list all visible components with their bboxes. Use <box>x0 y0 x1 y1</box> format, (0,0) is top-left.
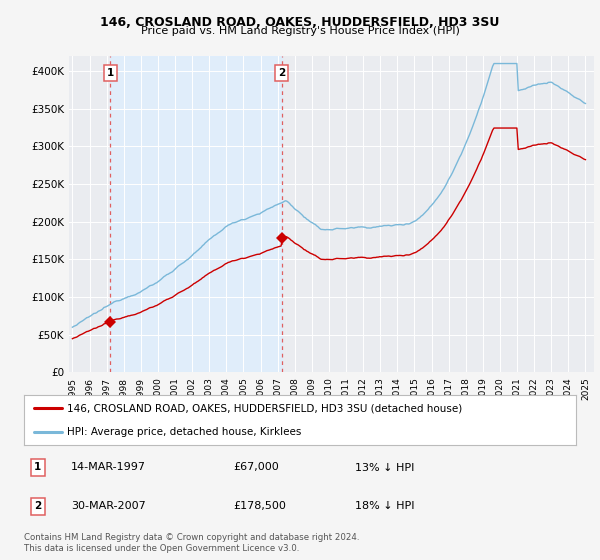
Text: 2: 2 <box>278 68 286 78</box>
Text: HPI: Average price, detached house, Kirklees: HPI: Average price, detached house, Kirk… <box>67 427 301 437</box>
Text: 2: 2 <box>34 501 41 511</box>
Bar <box>110 56 282 372</box>
Text: 13% ↓ HPI: 13% ↓ HPI <box>355 463 415 473</box>
Text: 14-MAR-1997: 14-MAR-1997 <box>71 463 146 473</box>
Text: 1: 1 <box>34 463 41 473</box>
Text: 1: 1 <box>106 68 113 78</box>
Text: 30-MAR-2007: 30-MAR-2007 <box>71 501 146 511</box>
Text: Price paid vs. HM Land Registry's House Price Index (HPI): Price paid vs. HM Land Registry's House … <box>140 26 460 36</box>
Text: Contains HM Land Registry data © Crown copyright and database right 2024.
This d: Contains HM Land Registry data © Crown c… <box>24 533 359 553</box>
Text: £67,000: £67,000 <box>234 463 280 473</box>
Text: 146, CROSLAND ROAD, OAKES, HUDDERSFIELD, HD3 3SU: 146, CROSLAND ROAD, OAKES, HUDDERSFIELD,… <box>100 16 500 29</box>
Text: 146, CROSLAND ROAD, OAKES, HUDDERSFIELD, HD3 3SU (detached house): 146, CROSLAND ROAD, OAKES, HUDDERSFIELD,… <box>67 403 463 413</box>
Text: 18% ↓ HPI: 18% ↓ HPI <box>355 501 415 511</box>
Text: £178,500: £178,500 <box>234 501 287 511</box>
